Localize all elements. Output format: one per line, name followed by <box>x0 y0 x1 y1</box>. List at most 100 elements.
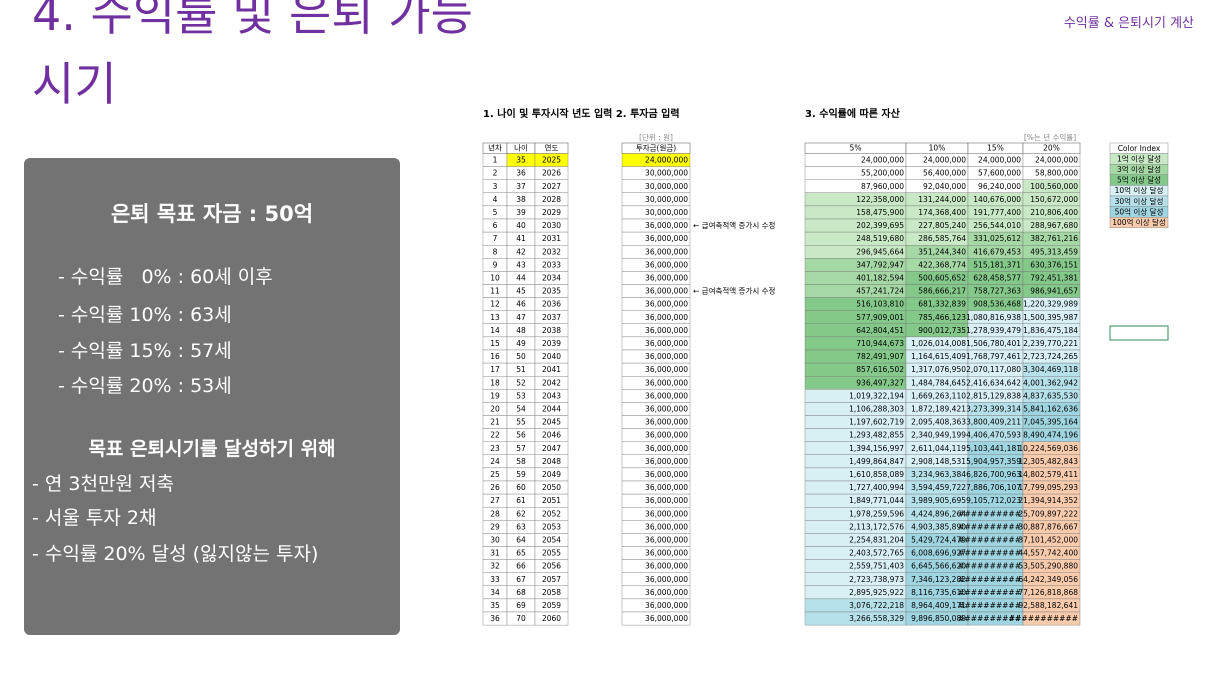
cell-text: 586,666,217 <box>918 287 966 296</box>
cell-text: 53,505,290,880 <box>1018 562 1078 571</box>
cell-text: 4,001,362,942 <box>1023 378 1078 387</box>
cell-text: 36,000,000 <box>645 391 688 400</box>
cell-text: 857,616,502 <box>856 365 904 374</box>
item: - 수익률 20% : 53세 <box>58 375 232 397</box>
cell-text: 60 <box>516 483 526 492</box>
cell-text: 792,451,381 <box>1030 273 1078 282</box>
plan-item: - 연 3천만원 저축 <box>32 473 174 495</box>
cell-text: 7,886,706,107 <box>966 483 1021 492</box>
cell-text: 9,105,712,023 <box>966 496 1021 505</box>
cell-text: 54 <box>516 404 526 413</box>
index-label: 5억 이상 달성 <box>1117 175 1161 185</box>
cell-text: 55 <box>516 418 526 427</box>
cell-text: 9 <box>493 260 498 269</box>
cell-text: 2047 <box>542 444 561 453</box>
cell-text: 900,012,735 <box>918 326 966 335</box>
cell-text: 1,768,797,461 <box>966 352 1021 361</box>
cell-text: 24,000,000 <box>978 156 1021 165</box>
column-header: 투자금(원금) <box>636 144 676 153</box>
cell-text: 2052 <box>542 509 561 518</box>
cell-text: 227,805,240 <box>918 221 966 230</box>
cell-text: ########## <box>958 614 1021 623</box>
cell-text: 37,101,452,000 <box>1018 535 1078 544</box>
cell-text: 27 <box>490 496 500 505</box>
cell-text: 36,000,000 <box>645 418 688 427</box>
cell-text: 5,103,441,181 <box>966 444 1021 453</box>
cell-text: 36,000,000 <box>645 509 688 518</box>
cell-text: 21,394,914,352 <box>1018 496 1078 505</box>
cell-text: 4,424,896,264 <box>911 509 966 518</box>
cell-text: 2,403,572,765 <box>849 549 904 558</box>
cell-text: 2,908,148,531 <box>911 457 966 466</box>
cell-text: 51 <box>516 365 526 374</box>
cell-text: 2,723,738,973 <box>849 575 904 584</box>
cell-text: 6 <box>493 221 498 230</box>
cell-text: 2040 <box>542 352 561 361</box>
cell-text: 7 <box>493 234 498 243</box>
cell-text: 45 <box>516 287 526 296</box>
cell-text: 1,019,322,194 <box>849 391 904 400</box>
cell-text: 174,368,400 <box>918 208 966 217</box>
cell-text: 457,241,724 <box>856 287 904 296</box>
cell-text: 416,679,453 <box>973 247 1021 256</box>
cell-text: 18 <box>490 378 500 387</box>
cell-text: 5 <box>493 208 498 217</box>
cell-text: 8,490,474,196 <box>1023 431 1078 440</box>
cell-text: 4 <box>493 195 498 204</box>
cell-text: 140,676,000 <box>973 195 1021 204</box>
cell-text: 25 <box>490 470 500 479</box>
cell-text: 56 <box>516 431 526 440</box>
cell-text: 17,799,095,293 <box>1018 483 1078 492</box>
cell-text: 42 <box>516 247 526 256</box>
cell-text: 36,000,000 <box>645 444 688 453</box>
column-header: 연도 <box>545 144 559 153</box>
column-header: 15% <box>987 144 1004 153</box>
cell-text: 56,400,000 <box>923 169 966 178</box>
section-title: 3. 수익률에 따른 자산 <box>805 107 901 120</box>
cell-text: 2048 <box>542 457 561 466</box>
cell-text: 2028 <box>542 195 561 204</box>
cell-text: 1,836,475,184 <box>1023 326 1078 335</box>
cell-text: 210,806,400 <box>1030 208 1078 217</box>
unit: [단위 : 원] <box>639 132 673 142</box>
cell-text: 61 <box>516 496 526 505</box>
cell-text: 2037 <box>542 313 561 322</box>
cell-text: 1,220,329,989 <box>1023 300 1078 309</box>
cell-text: 202,399,695 <box>856 221 904 230</box>
cell-text: 66 <box>516 562 526 571</box>
cell-text: 36,000,000 <box>645 549 688 558</box>
cell-text: 30,000,000 <box>645 169 688 178</box>
cell-text: 2060 <box>542 614 561 623</box>
cell-text: 34 <box>490 588 500 597</box>
cell-text: 14,802,579,411 <box>1018 470 1078 479</box>
cell-text: 28 <box>490 509 500 518</box>
cell-text: ########## <box>958 575 1021 584</box>
cell-text: 2049 <box>542 470 561 479</box>
cell-text: 29 <box>490 522 500 531</box>
plan-item: - 수익률 20% 달성 (잃지않는 투자) <box>32 543 319 565</box>
cell-text: 12 <box>490 300 500 309</box>
cell-text: 24,000,000 <box>861 156 904 165</box>
cell-text: 7,346,123,282 <box>911 575 966 584</box>
cell-text: 35 <box>490 601 500 610</box>
cell-text: 2,340,949,199 <box>911 431 966 440</box>
cell-text: 39 <box>516 208 526 217</box>
cell-text: 11 <box>490 287 500 296</box>
cell-text: 44,557,742,400 <box>1018 549 1078 558</box>
column-header: 20% <box>1043 144 1060 153</box>
note: ← 급여축적액 증가시 수정 <box>693 286 775 296</box>
cell-text: 24,000,000 <box>645 156 688 165</box>
cell-text: 1,164,615,409 <box>911 352 966 361</box>
cell-text: 2055 <box>542 549 561 558</box>
cell-text: 2035 <box>542 287 561 296</box>
cell-text: 44 <box>516 273 526 282</box>
cell-text: 36,000,000 <box>645 470 688 479</box>
cell-text: 87,960,000 <box>861 182 904 191</box>
cell-text: 2 <box>493 169 498 178</box>
cell-text: 2042 <box>542 378 561 387</box>
cell-text: 2,239,770,221 <box>1023 339 1078 348</box>
cell-text: 2053 <box>542 522 561 531</box>
cell-text: 422,368,774 <box>918 260 966 269</box>
cell-text: 288,967,680 <box>1030 221 1078 230</box>
